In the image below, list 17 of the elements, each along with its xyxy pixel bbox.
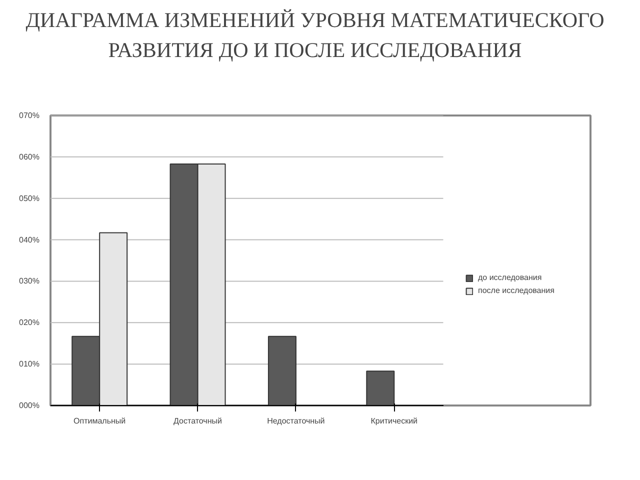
chart-title: ДИАГРАММА ИЗМЕНЕНИЙ УРОВНЯ МАТЕМАТИЧЕСКОГО РАЗВИТИЯ ДО И ПОСЛЕ ИССЛЕДОВАНИЯ xyxy=(24,7,606,64)
y-tick-label: 050% xyxy=(19,194,40,203)
x-tick-label: Недостаточный xyxy=(267,416,325,426)
y-tick-label: 060% xyxy=(19,152,40,162)
x-tick-label: Достаточный xyxy=(174,416,222,426)
y-tick-label: 020% xyxy=(19,318,40,328)
x-tick-label: Критический xyxy=(370,416,418,426)
y-tick-label: 010% xyxy=(19,360,40,369)
legend-label: после исследования xyxy=(478,286,554,295)
y-tick-label: 040% xyxy=(19,235,40,244)
bar xyxy=(268,336,296,406)
y-tick-label: 000% xyxy=(19,401,40,410)
y-tick-label: 030% xyxy=(19,276,40,286)
bar xyxy=(366,370,395,406)
y-tick-label: 070% xyxy=(19,111,40,120)
legend-label: до исследования xyxy=(478,273,542,282)
x-tick-label: Оптимальный xyxy=(74,416,126,426)
